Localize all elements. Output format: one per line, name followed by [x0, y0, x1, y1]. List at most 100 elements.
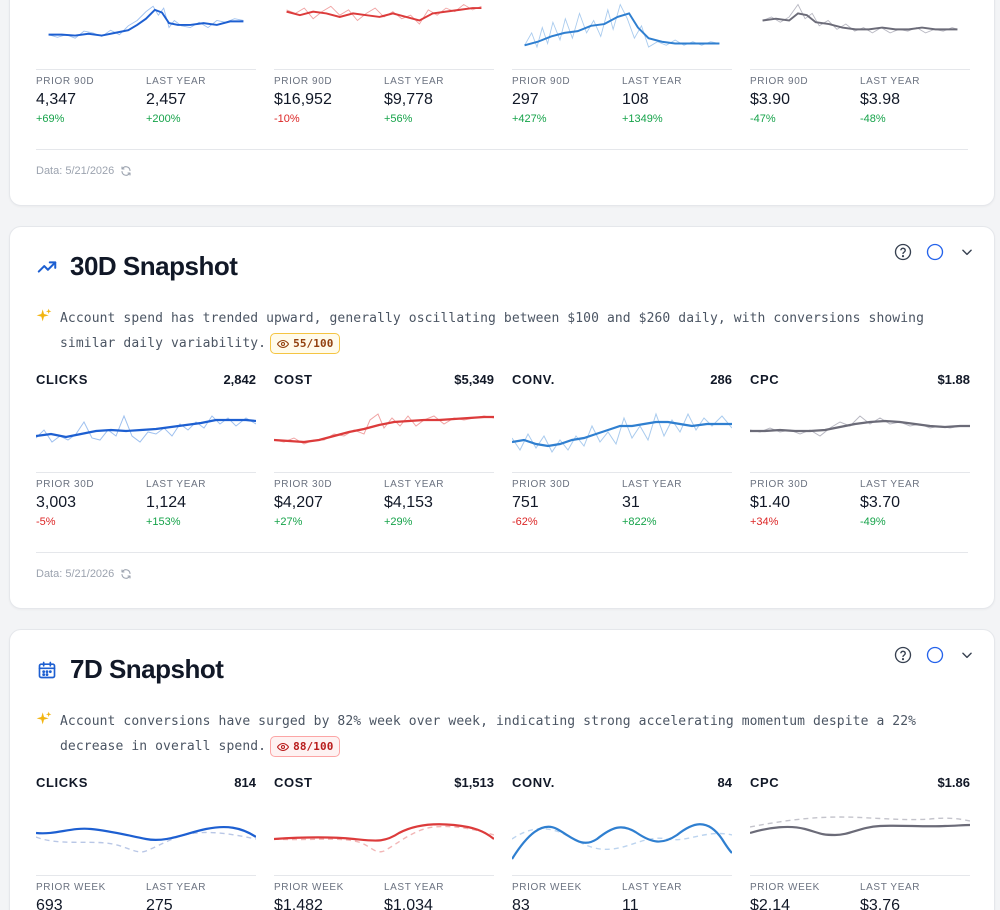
comparison-value: $1,482: [274, 897, 323, 910]
comparison-prior: PRIOR 30D 3,003 -5%: [36, 478, 146, 530]
sparkline-conv-7d: [512, 823, 732, 860]
metric-value: $5,349: [454, 372, 494, 387]
sparkline-cpc-30d: [750, 415, 970, 437]
metric-clicks-7d: CLICKS 814 PRIOR WEEK 693 LAST YEAR 275: [36, 775, 256, 910]
comparison-delta: +200%: [146, 113, 181, 125]
comparison-prior: PRIOR 30D $4,207 +27%: [274, 478, 384, 530]
eye-icon: [277, 339, 290, 348]
data-footer: Data: 5/21/2026: [36, 165, 132, 177]
insight-body: Account spend has trended upward, genera…: [60, 311, 925, 351]
refresh-icon[interactable]: [120, 165, 132, 177]
metric-value: 814: [234, 775, 256, 790]
snapshot-card-7d: 7D Snapshot Account conversions have sur…: [9, 629, 995, 910]
comparison-prior: PRIOR 30D $1.40 +34%: [750, 478, 860, 530]
comparison-prior: PRIOR WEEK 83: [512, 881, 622, 910]
circle-toggle-icon[interactable]: [926, 646, 944, 664]
metric-divider: [512, 875, 732, 876]
metric-conv-90d: PRIOR 90D 297 +427% LAST YEAR 108 +1349%: [512, 1, 732, 127]
comparison-label: LAST YEAR: [384, 76, 445, 87]
comparison-value: $9,778: [384, 91, 433, 108]
metric-cpc-90d: PRIOR 90D $3.90 -47% LAST YEAR $3.98 -48…: [750, 1, 970, 127]
score-badge[interactable]: 88/100: [270, 736, 341, 757]
comparison-last-year: LAST YEAR 31 +822%: [622, 478, 732, 530]
score-badge[interactable]: 55/100: [270, 333, 341, 354]
comparison-delta: +56%: [384, 113, 413, 125]
comparison-value: 2,457: [146, 91, 187, 108]
comparison-prior: PRIOR 30D 751 -62%: [512, 478, 622, 530]
eye-icon: [277, 742, 290, 751]
question-circle-icon[interactable]: [894, 646, 912, 664]
comparison-label: PRIOR 30D: [750, 479, 809, 490]
score-value: 88/100: [293, 740, 334, 753]
comparison-value: 31: [622, 494, 640, 511]
comparison-prior: PRIOR WEEK 693: [36, 881, 146, 910]
score-value: 55/100: [293, 337, 334, 350]
comparison-last-year: LAST YEAR $9,778 +56%: [384, 75, 494, 127]
data-date: Data: 5/21/2026: [36, 165, 115, 177]
comparison-delta: +27%: [274, 516, 303, 528]
comparison-prior: PRIOR 90D $16,952 -10%: [274, 75, 384, 127]
question-circle-icon[interactable]: [894, 243, 912, 261]
comparison-value: 297: [512, 91, 539, 108]
metric-cost-30d: COST $5,349 PRIOR 30D $4,207 +27% LAST YE…: [274, 372, 494, 530]
metric-name: CLICKS: [36, 775, 88, 790]
chevron-down-icon[interactable]: [958, 646, 976, 664]
comparison-value: $3.98: [860, 91, 901, 108]
chevron-down-icon[interactable]: [958, 243, 976, 261]
circle-toggle-icon[interactable]: [926, 243, 944, 261]
comparison-label: LAST YEAR: [860, 479, 921, 490]
comparison-label: PRIOR 30D: [512, 479, 571, 490]
comparison-value: $2.14: [750, 897, 791, 910]
comparison-label: PRIOR 30D: [36, 479, 95, 490]
comparison-label: LAST YEAR: [860, 76, 921, 87]
sparkles-icon: [36, 308, 52, 324]
sparkline-cost-90d: [286, 4, 482, 25]
metric-name: COST: [274, 775, 313, 790]
comparison-value: 11: [622, 897, 639, 910]
insight-body: Account conversions have surged by 82% w…: [60, 714, 917, 754]
comparison-label: PRIOR WEEK: [274, 882, 344, 893]
comparison-delta: +822%: [622, 516, 657, 528]
snapshot-card-90d: PRIOR 90D 4,347 +69% LAST YEAR 2,457 +20…: [9, 0, 995, 206]
comparison-value: 275: [146, 897, 173, 910]
metric-divider: [274, 875, 494, 876]
comparison-prior: PRIOR WEEK $2.14: [750, 881, 860, 910]
comparison-last-year: LAST YEAR $3.98 -48%: [860, 75, 970, 127]
trending-up-icon: [36, 256, 58, 278]
sparkline-conv-90d: [524, 3, 720, 49]
refresh-icon[interactable]: [120, 568, 132, 580]
comparison-delta: -10%: [274, 113, 300, 125]
metric-clicks-90d: PRIOR 90D 4,347 +69% LAST YEAR 2,457 +20…: [36, 1, 256, 127]
metric-divider: [750, 472, 970, 473]
comparison-value: $3.76: [860, 897, 901, 910]
page-title: 7D Snapshot: [70, 654, 224, 684]
comparison-delta: -49%: [860, 516, 886, 528]
footer-divider: [36, 149, 968, 150]
page-title: 30D Snapshot: [70, 251, 238, 281]
comparison-label: PRIOR 90D: [512, 76, 571, 87]
comparison-value: $16,952: [274, 91, 332, 108]
card-actions: [894, 243, 976, 261]
sparkline-cpc-7d: [750, 816, 970, 837]
comparison-value: $1,034: [384, 897, 433, 910]
comparison-prior: PRIOR WEEK $1,482: [274, 881, 384, 910]
comparison-label: PRIOR 90D: [274, 76, 333, 87]
metric-cost-7d: COST $1,513 PRIOR WEEK $1,482 LAST YEAR $…: [274, 775, 494, 910]
metric-conv-7d: CONV. 84 PRIOR WEEK 83 LAST YEAR 11: [512, 775, 732, 910]
insight-text: Account spend has trended upward, genera…: [60, 306, 956, 356]
metric-divider: [36, 875, 256, 876]
metrics-row-90d: PRIOR 90D 4,347 +69% LAST YEAR 2,457 +20…: [36, 1, 970, 127]
comparison-label: PRIOR WEEK: [512, 882, 582, 893]
comparison-last-year: LAST YEAR $4,153 +29%: [384, 478, 494, 530]
comparison-label: LAST YEAR: [384, 882, 445, 893]
ai-insight: Account spend has trended upward, genera…: [36, 306, 956, 356]
comparison-last-year: LAST YEAR $3.70 -49%: [860, 478, 970, 530]
sparkles-icon: [36, 711, 52, 727]
comparison-value: $3.70: [860, 494, 901, 511]
comparison-last-year: LAST YEAR 11: [622, 881, 732, 910]
metrics-row-7d: CLICKS 814 PRIOR WEEK 693 LAST YEAR 275: [36, 775, 970, 910]
sparkline-clicks-7d: [36, 826, 256, 853]
comparison-value: $4,207: [274, 494, 323, 511]
comparison-delta: +153%: [146, 516, 181, 528]
